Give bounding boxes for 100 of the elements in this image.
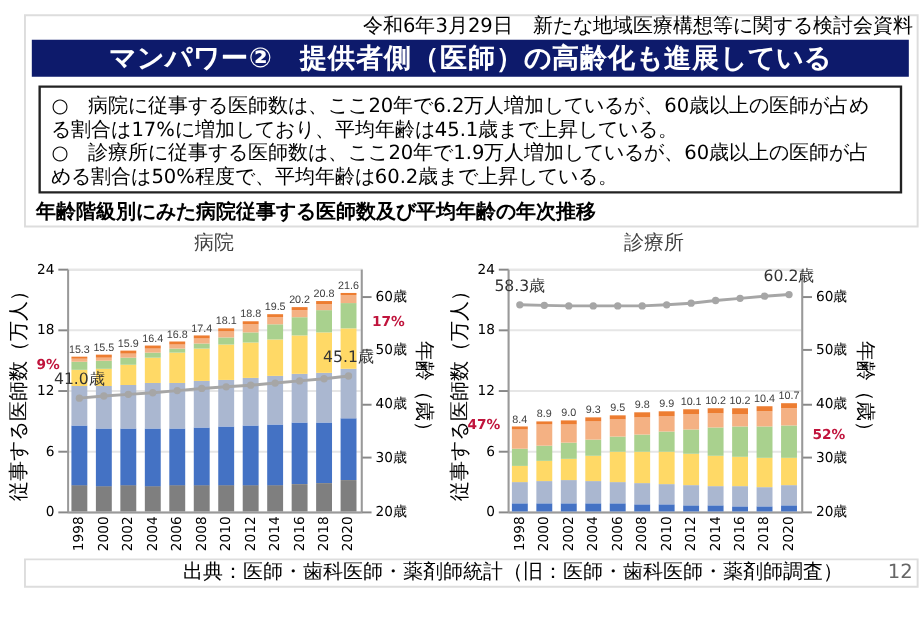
- bar: [193, 348, 210, 381]
- chart-title: 診療所: [624, 231, 685, 256]
- point: [222, 383, 230, 391]
- bar: [242, 324, 259, 333]
- bar: [95, 386, 112, 429]
- bar: [585, 503, 602, 512]
- bar: [560, 458, 577, 481]
- bar: [756, 426, 773, 458]
- bar: [683, 505, 700, 512]
- bar: [707, 505, 724, 512]
- bar: [658, 431, 675, 452]
- bar: [267, 324, 284, 340]
- bar: [683, 453, 700, 486]
- bar: [511, 503, 528, 512]
- bar: [316, 304, 333, 311]
- bar: [634, 412, 651, 418]
- bar: [756, 411, 773, 427]
- point: [247, 381, 255, 389]
- bar: [218, 344, 235, 380]
- bar: [95, 486, 112, 512]
- bar: [609, 482, 626, 504]
- bar: [658, 504, 675, 512]
- bar: [316, 310, 333, 333]
- data-label: 58.3歳: [494, 277, 546, 296]
- bar: [585, 481, 602, 504]
- point: [344, 372, 353, 380]
- bar: [756, 457, 773, 488]
- bar: [707, 486, 724, 506]
- point: [149, 389, 157, 397]
- bar: [560, 424, 577, 443]
- bar: [658, 451, 675, 485]
- bar: [242, 332, 259, 343]
- bar: [781, 457, 797, 486]
- bar: [756, 506, 773, 512]
- bar: [707, 413, 724, 428]
- text: ○ 病院に従事する医師数は、ここ20年で6.2万人増加しているが、60歳以上の医師が占める割合は17%に増加しており、平均年齢は45.1歳まで上昇している。: [51, 94, 870, 142]
- bar: [634, 434, 651, 452]
- bar: [781, 403, 797, 409]
- bar: [267, 339, 284, 376]
- bar: [95, 360, 112, 369]
- bar: [340, 303, 357, 329]
- bar: [71, 485, 88, 512]
- bar: [683, 414, 700, 430]
- y-axis-title: 従事する医師数（万人）: [7, 281, 32, 502]
- bar: [732, 408, 749, 415]
- bar: [732, 506, 749, 512]
- bar: [291, 373, 308, 423]
- bar: [609, 503, 626, 512]
- bar: [193, 343, 210, 349]
- bar: [71, 361, 88, 370]
- bar: [511, 448, 528, 466]
- bar: [218, 485, 235, 512]
- bar: [609, 436, 626, 452]
- bar: [267, 317, 284, 325]
- bar: [536, 424, 553, 446]
- bar: [658, 484, 675, 505]
- bar: [71, 386, 88, 426]
- bar: [634, 483, 651, 505]
- bar: [536, 460, 553, 482]
- bar: [536, 445, 553, 461]
- bar: [536, 503, 553, 512]
- bar: [707, 455, 724, 487]
- bar: [511, 482, 528, 504]
- bar: [291, 310, 308, 318]
- bar: [291, 422, 308, 485]
- bar: [683, 485, 700, 506]
- bar: [144, 486, 161, 512]
- bar: [71, 425, 88, 486]
- bar: [511, 465, 528, 483]
- bar: [560, 480, 577, 504]
- data-label: 60.2歳: [763, 266, 815, 285]
- bar: [781, 485, 797, 506]
- bar: [193, 485, 210, 512]
- bar: [120, 428, 137, 486]
- y-axis-title: 従事する医師数（万人）: [447, 281, 472, 502]
- bar: [267, 424, 284, 486]
- bar: [585, 439, 602, 456]
- bar: [340, 368, 357, 419]
- bar: [316, 483, 333, 512]
- bar: [218, 331, 235, 338]
- bar: [291, 484, 308, 512]
- point: [271, 379, 279, 387]
- bar: [609, 419, 626, 437]
- bar: [683, 429, 700, 454]
- bar: [732, 486, 749, 507]
- bar: [634, 417, 651, 435]
- bar: [756, 406, 773, 412]
- y2-axis-title: 年齢（歳）: [412, 341, 437, 442]
- bar: [242, 485, 259, 512]
- bar: [316, 372, 333, 423]
- bar: [120, 357, 137, 365]
- bar: [267, 375, 284, 425]
- bar: [340, 480, 357, 512]
- bar: [120, 364, 137, 385]
- bar: [316, 422, 333, 484]
- text: ○ 診療所に従事する医師数は、ここ20年で1.9万人増加しているが、60歳以上の医師が占める割合は50%程度で、平均年齢は60.2歳まで上昇している。: [51, 141, 870, 189]
- bar: [732, 456, 749, 487]
- bar: [291, 317, 308, 336]
- bar: [658, 416, 675, 432]
- point: [295, 377, 304, 385]
